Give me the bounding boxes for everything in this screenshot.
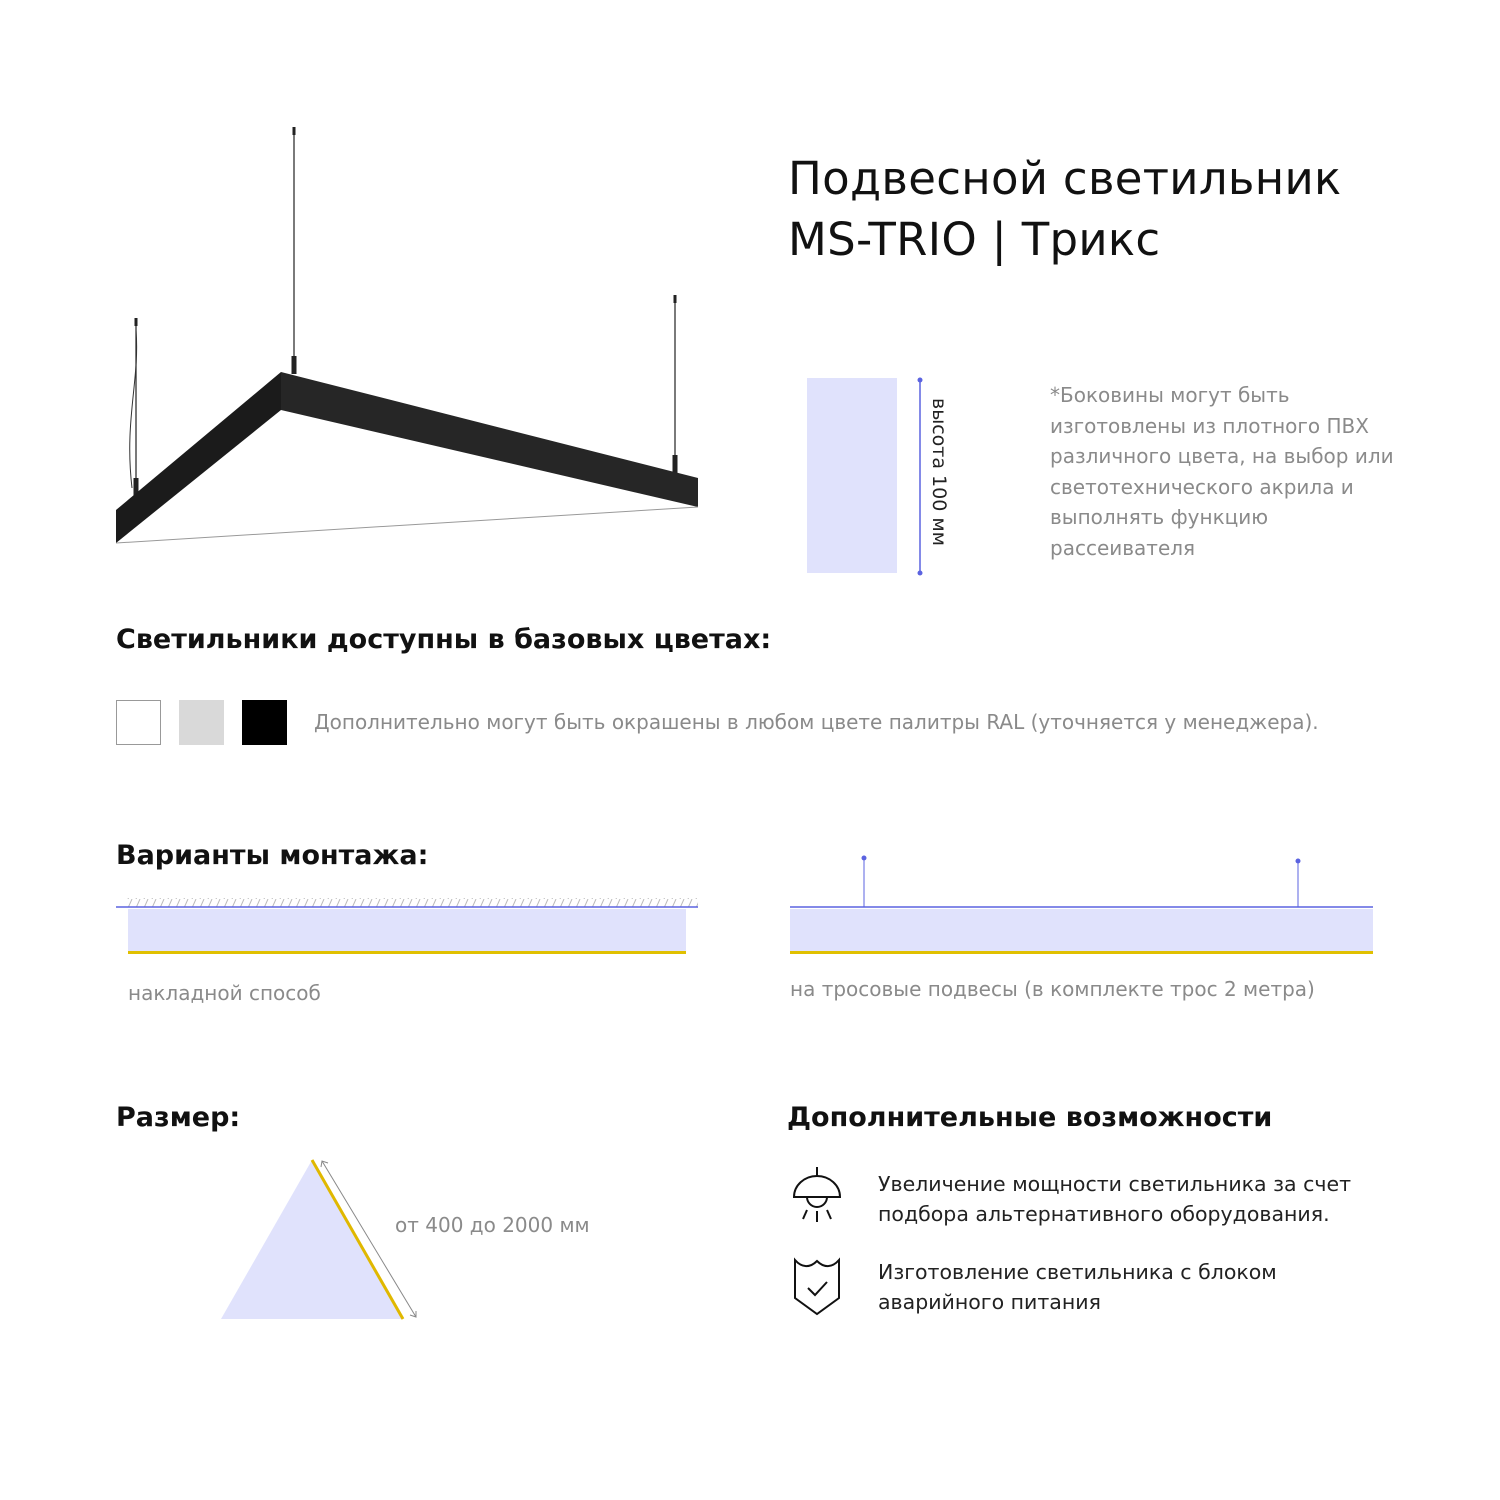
surface-mount-label: накладной способ: [128, 981, 321, 1005]
colors-heading: Светильники доступны в базовых цветах:: [116, 624, 772, 655]
size-heading: Размер:: [116, 1102, 241, 1133]
height-label: высота 100 мм: [928, 398, 950, 546]
size-triangle-diagram: [221, 1159, 417, 1320]
extra-power-text: Увеличение мощности светильника за счет …: [878, 1172, 1352, 1226]
surface-mount-diagram: [116, 898, 698, 954]
height-dimension-line: [917, 377, 923, 576]
extra-emergency-text: Изготовление светильника с блоком аварий…: [878, 1260, 1277, 1314]
extras-heading: Дополнительные возможности: [787, 1102, 1273, 1133]
cable-mount-diagram: [790, 855, 1373, 954]
shield-check-icon: [794, 1257, 840, 1316]
ral-note: Дополнительно могут быть окрашены в любо…: [314, 710, 1319, 734]
size-label: от 400 до 2000 мм: [395, 1213, 590, 1237]
pendant-lamp-icon: [792, 1167, 842, 1222]
swatch-light-gray: [179, 700, 224, 745]
swatch-white: [116, 700, 161, 745]
side-panels-note: *Боковины могут быть изготовлены из плот…: [1050, 383, 1394, 560]
cable-mount-label: на тросовые подвесы (в комплекте трос 2 …: [790, 977, 1315, 1001]
title-line-2: MS-TRIO | Трикс: [788, 213, 1161, 266]
swatch-black: [242, 700, 287, 745]
product-image: [115, 127, 699, 544]
title-line-1: Подвесной светильник: [788, 152, 1342, 205]
height-profile: [807, 378, 897, 573]
mounting-heading: Варианты монтажа:: [116, 840, 429, 871]
page-title: Подвесной светильник MS-TRIO | Трикс: [788, 148, 1341, 270]
